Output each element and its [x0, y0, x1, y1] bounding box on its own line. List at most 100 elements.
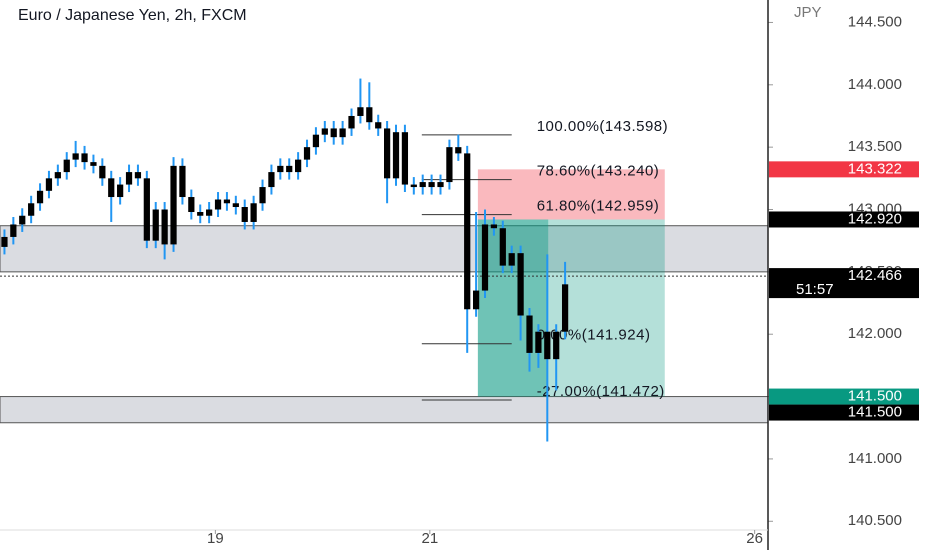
candle-body — [152, 209, 159, 241]
candle-body — [54, 172, 61, 179]
candle-body — [446, 147, 453, 183]
x-tick-label: 19 — [207, 530, 224, 547]
price-tag: 142.466 51:57 — [769, 267, 919, 299]
price-tag-label: 142.920 — [848, 210, 902, 227]
candle-body — [401, 132, 409, 185]
candle-body — [499, 228, 506, 266]
candle-body — [357, 107, 364, 116]
candle-body — [295, 159, 302, 173]
currency-label: JPY — [794, 4, 822, 21]
candle-body — [161, 209, 168, 245]
countdown: 51:57 — [796, 281, 834, 298]
candle-body — [45, 178, 53, 191]
candle-body — [348, 115, 355, 129]
price-tag: 143.322 — [769, 160, 919, 178]
candle-body — [526, 315, 533, 353]
y-tick-label: 142.000 — [848, 325, 902, 342]
x-tick-label: 21 — [421, 530, 438, 547]
price-tag-label: 143.322 — [848, 160, 902, 177]
candle-body — [366, 107, 373, 123]
candle-body — [544, 331, 551, 360]
candle-body — [464, 153, 471, 310]
x-tick-label: 26 — [746, 530, 763, 547]
candle-body — [90, 162, 97, 166]
candle-body — [384, 128, 391, 179]
candle-body — [134, 172, 142, 179]
candle-body — [553, 331, 560, 360]
candle-body — [481, 224, 489, 291]
price-tag-label: 141.500 — [848, 404, 902, 421]
candle-body — [535, 331, 542, 353]
candle-body — [410, 184, 417, 188]
candle-body — [303, 147, 311, 160]
fib-label: -27.00%(141.472) — [537, 383, 665, 400]
candle-body — [28, 203, 35, 216]
candle-body — [490, 224, 498, 229]
candle-body — [36, 190, 44, 204]
candle-body — [206, 209, 213, 216]
price-tag-box — [769, 161, 919, 178]
price-tag-label: 141.500 — [848, 388, 902, 405]
zone — [0, 225, 768, 273]
y-tick-label: 144.500 — [848, 13, 902, 30]
plot-area: 100.00%(143.598) 78.60%(143.240) 61.80%(14… — [0, 78, 768, 442]
y-tick-label: 140.500 — [848, 512, 902, 529]
candle-body — [517, 253, 524, 316]
candle-body — [63, 159, 70, 173]
price-tag-box — [769, 268, 919, 299]
fib-label: 61.80%(142.959) — [537, 198, 660, 215]
price-tag-box — [769, 211, 919, 228]
price-tag: 141.500 — [769, 404, 919, 421]
candle-body — [170, 165, 177, 245]
candle-body — [286, 165, 293, 173]
candle-body — [197, 212, 204, 216]
candle-body — [117, 184, 124, 198]
candle-body — [250, 203, 257, 222]
y-tick-label: 144.000 — [848, 76, 902, 93]
zone — [0, 396, 768, 424]
candle-body — [392, 132, 400, 179]
candle-body — [241, 207, 248, 222]
candle-body — [188, 197, 195, 212]
price-tag: 141.500 — [769, 388, 919, 405]
candle-body — [19, 215, 26, 225]
price-tag: 142.920 — [769, 210, 919, 228]
candle-body — [339, 128, 346, 138]
candle-body — [81, 153, 88, 163]
stop-zone — [477, 169, 665, 220]
candle-body — [1, 236, 8, 247]
price-tag-box — [769, 404, 919, 421]
candle-body — [508, 253, 515, 266]
candle-body — [125, 172, 133, 185]
candle-body — [277, 165, 284, 173]
candle-body — [72, 153, 79, 160]
candle-body — [455, 147, 462, 154]
fib-label: 78.60%(143.240) — [537, 163, 660, 180]
candle-body — [428, 182, 435, 188]
candle-body — [179, 165, 186, 198]
target-zone — [477, 219, 665, 397]
candle-body — [375, 122, 382, 129]
candle-body — [330, 128, 337, 138]
candle-body — [232, 203, 239, 208]
candle-body — [259, 187, 266, 204]
target-zone-filled — [477, 219, 549, 397]
candle-body — [143, 178, 150, 241]
candle-body — [268, 172, 275, 188]
price-axis: 140.500141.000141.500142.000142.500143.0… — [768, 13, 919, 529]
candle-body — [108, 178, 115, 198]
price-tag-label: 142.466 — [848, 267, 902, 284]
chart-title: Euro / Japanese Yen, 2h, FXCM — [18, 7, 247, 24]
candle-body — [472, 290, 480, 310]
candle-body — [312, 134, 320, 148]
candle-body — [223, 199, 231, 204]
y-tick-label: 143.500 — [848, 138, 902, 155]
candle-body — [419, 182, 426, 188]
price-tag-box — [769, 388, 919, 405]
candle-body — [99, 165, 106, 179]
candle-body — [561, 284, 569, 332]
fib-label: 100.00%(143.598) — [537, 118, 668, 135]
y-tick-label: 141.000 — [848, 450, 902, 467]
